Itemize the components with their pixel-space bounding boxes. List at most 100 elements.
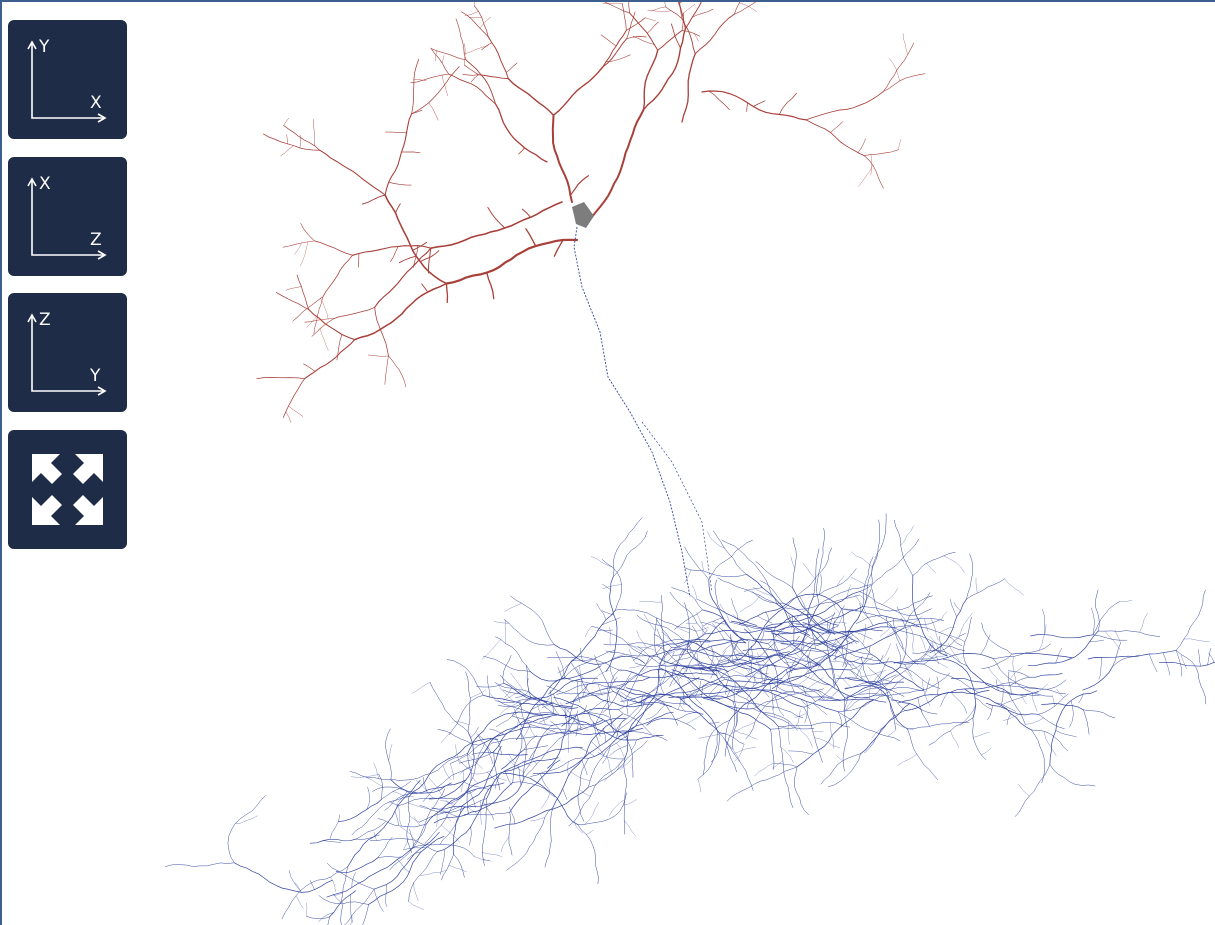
neurite xyxy=(875,673,950,696)
neurite xyxy=(921,709,938,714)
neurite xyxy=(456,19,466,60)
neurite xyxy=(755,763,774,776)
neurite xyxy=(627,701,628,714)
neurite xyxy=(228,796,266,863)
neurite xyxy=(676,719,695,729)
neurite xyxy=(586,830,593,834)
neurite xyxy=(801,699,810,709)
horizontal-axis-label: Z xyxy=(90,230,102,250)
neurite xyxy=(1001,696,1027,706)
neurite xyxy=(304,364,316,372)
neurite xyxy=(684,570,691,583)
axon-trunk xyxy=(642,422,712,592)
neurite xyxy=(651,7,665,11)
axon-trunk xyxy=(574,227,690,597)
neurite xyxy=(622,3,626,30)
neurite xyxy=(851,552,872,567)
neurite xyxy=(481,801,482,825)
neurite xyxy=(282,866,348,918)
neurite xyxy=(715,580,720,610)
neurite xyxy=(505,603,522,611)
neurite xyxy=(409,852,438,902)
neurite xyxy=(511,596,555,645)
neurite xyxy=(1091,608,1094,635)
neurite xyxy=(1181,655,1186,669)
neurite xyxy=(603,728,606,742)
neurite xyxy=(1083,667,1113,690)
neurite xyxy=(337,335,342,360)
neurite xyxy=(385,356,389,384)
neurite xyxy=(903,34,908,55)
neurite xyxy=(954,602,961,611)
neurite xyxy=(1042,609,1045,634)
neurite xyxy=(1018,784,1029,796)
neurite xyxy=(726,740,741,762)
neurite xyxy=(482,853,502,857)
neurite xyxy=(795,653,818,663)
neurite xyxy=(1050,691,1097,765)
neurite xyxy=(872,727,885,738)
neurite xyxy=(894,626,962,646)
neurite xyxy=(414,883,419,901)
neurite xyxy=(910,626,914,651)
neurite xyxy=(1052,695,1054,706)
axis-icon: XZ xyxy=(8,157,127,276)
neurite xyxy=(305,340,355,379)
neurite xyxy=(516,678,564,740)
neurite xyxy=(505,620,506,644)
neurite xyxy=(747,674,756,699)
neurite xyxy=(545,807,553,867)
neurite xyxy=(446,240,577,284)
neurite xyxy=(524,728,583,780)
neurite xyxy=(1015,765,1050,817)
neurite xyxy=(640,602,662,603)
neurite xyxy=(796,675,810,686)
neurite xyxy=(950,599,957,616)
neurite xyxy=(333,894,341,902)
neurite xyxy=(986,703,1038,715)
neurite xyxy=(747,103,748,112)
neurite xyxy=(996,680,998,691)
neurite xyxy=(1031,635,1093,638)
neurite xyxy=(578,747,595,756)
neurite xyxy=(389,182,412,185)
neurite xyxy=(753,101,765,107)
neurite xyxy=(307,315,318,328)
neurite xyxy=(624,759,627,834)
neurite xyxy=(431,202,562,248)
neurite xyxy=(645,18,655,21)
neurite xyxy=(558,658,577,673)
neurite xyxy=(508,79,553,116)
vertical-axis-label: Z xyxy=(39,310,51,330)
neurite xyxy=(391,247,399,262)
neurite xyxy=(463,74,479,75)
neurite xyxy=(296,896,303,909)
neurite xyxy=(831,122,843,133)
neuron-scene xyxy=(2,2,1215,925)
neurite xyxy=(401,827,415,840)
neurite xyxy=(362,195,385,204)
neurite xyxy=(404,839,409,849)
neurite xyxy=(883,74,925,92)
neurite xyxy=(779,93,796,114)
neurite xyxy=(866,514,886,601)
neurite xyxy=(355,284,447,340)
neurite xyxy=(575,728,643,734)
neurite xyxy=(881,643,891,660)
neurite xyxy=(306,903,307,916)
neurite xyxy=(1069,701,1073,728)
neurite xyxy=(966,579,1004,599)
fit-view-button[interactable] xyxy=(8,430,127,549)
neurite xyxy=(410,816,420,823)
neurite xyxy=(412,682,430,693)
neurite xyxy=(603,30,627,67)
neurite xyxy=(698,731,718,779)
neurite xyxy=(629,649,636,663)
neurite xyxy=(623,800,636,806)
neurite xyxy=(610,800,625,816)
neurite xyxy=(301,223,315,241)
neurite xyxy=(1209,653,1215,662)
